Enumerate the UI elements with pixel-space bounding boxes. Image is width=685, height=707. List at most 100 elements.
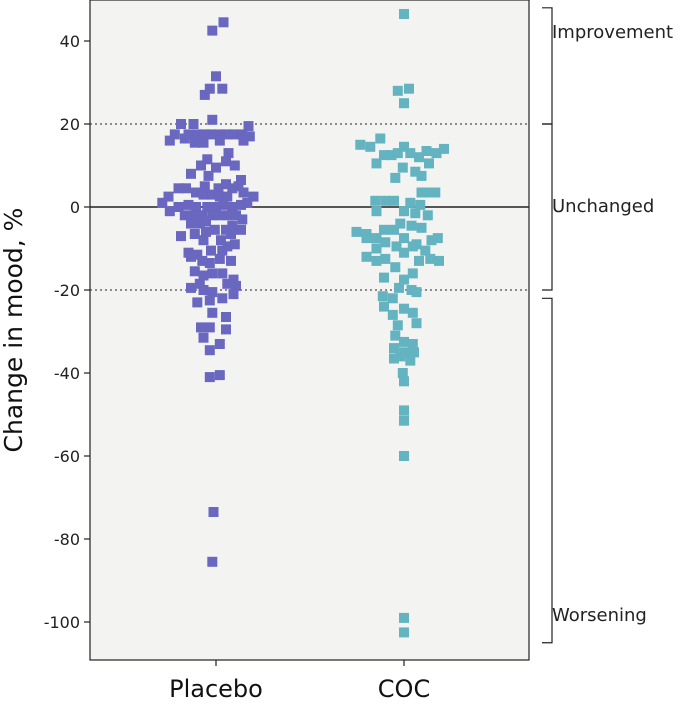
data-point-coc [379, 150, 389, 161]
data-point-coc [411, 239, 422, 250]
plot-area [89, 0, 530, 661]
data-point-coc [397, 368, 408, 378]
data-point-placebo [199, 89, 210, 100]
data-point-placebo [198, 270, 209, 281]
data-point-coc [399, 376, 409, 387]
data-point-placebo [176, 231, 186, 242]
data-point-coc [392, 320, 403, 331]
data-point-coc [394, 282, 404, 293]
y-axis: 40 20 0 -20 -40 -60 -80 -100 [44, 32, 90, 632]
data-point-placebo [207, 114, 218, 125]
data-point-placebo [211, 162, 221, 173]
data-point-placebo [157, 197, 168, 208]
data-point-coc [414, 152, 424, 163]
data-point-placebo [208, 507, 219, 517]
data-point-placebo [203, 170, 214, 181]
data-point-placebo [164, 135, 175, 146]
data-point-placebo [204, 258, 215, 268]
data-point-placebo [236, 199, 246, 210]
data-point-coc [414, 255, 424, 266]
data-point-placebo [244, 131, 255, 142]
data-point-placebo [222, 129, 233, 140]
data-point-placebo [217, 245, 228, 256]
data-point-coc [399, 141, 409, 152]
data-point-placebo [197, 255, 208, 266]
data-point-coc [395, 351, 406, 362]
data-point-placebo [213, 183, 224, 194]
data-point-placebo [217, 293, 228, 304]
data-point-placebo [189, 137, 200, 148]
data-point-coc [390, 172, 401, 183]
data-point-coc [410, 208, 421, 219]
data-point-placebo [237, 214, 248, 225]
data-point-placebo [169, 129, 180, 140]
data-point-placebo [207, 268, 218, 279]
data-point-placebo [192, 249, 203, 260]
data-point-placebo [198, 137, 209, 148]
data-point-coc [351, 226, 362, 237]
data-point-coc [371, 243, 382, 254]
band-bracket-improvement [542, 7, 553, 125]
data-point-placebo [204, 322, 215, 333]
data-point-coc [405, 148, 416, 159]
data-point-placebo [218, 199, 229, 210]
data-point-placebo [194, 218, 205, 229]
data-point-placebo [202, 154, 213, 165]
data-point-coc [397, 162, 408, 173]
data-point-coc [377, 291, 388, 302]
band-label-unchanged: Unchanged [552, 196, 654, 217]
data-point-placebo [202, 202, 213, 212]
data-point-placebo [243, 121, 254, 132]
data-point-coc [407, 307, 418, 318]
data-point-placebo [228, 129, 239, 140]
data-point-placebo [237, 129, 248, 140]
data-point-coc [421, 146, 432, 156]
data-point-placebo [227, 183, 238, 194]
data-point-coc [390, 262, 401, 273]
data-point-placebo [204, 83, 215, 94]
data-point-placebo [226, 229, 236, 239]
x-category-label-coc: COC [378, 675, 430, 703]
data-point-coc [422, 210, 433, 221]
data-point-coc [371, 233, 382, 244]
data-point-coc [431, 148, 442, 159]
data-point-placebo [221, 312, 231, 322]
data-point-placebo [228, 274, 239, 285]
data-point-coc [404, 83, 414, 94]
data-point-coc [399, 303, 409, 314]
band-bracket-unchanged [542, 123, 553, 291]
data-point-placebo [229, 160, 240, 171]
x-axis: Placebo COC [169, 660, 430, 703]
y-tick-label: 40 [60, 32, 80, 51]
data-point-placebo [216, 235, 226, 246]
x-category-label-placebo: Placebo [169, 675, 263, 703]
data-point-placebo [188, 119, 199, 129]
band-brackets: Improvement Unchanged Worsening [542, 7, 673, 644]
data-point-coc [371, 206, 382, 217]
data-point-placebo [201, 226, 211, 237]
data-point-placebo [179, 210, 190, 221]
data-point-coc [379, 224, 389, 235]
data-point-placebo [201, 216, 211, 227]
data-point-placebo [173, 202, 184, 212]
data-point-placebo [231, 280, 241, 291]
data-point-coc [392, 148, 403, 159]
data-point-coc [399, 98, 409, 109]
data-point-placebo [207, 189, 218, 200]
data-point-coc [375, 133, 386, 144]
data-point-coc [371, 255, 382, 266]
data-point-placebo [186, 168, 196, 179]
data-point-placebo [222, 278, 233, 289]
data-point-coc [434, 255, 444, 266]
data-point-placebo [223, 210, 234, 221]
data-point-coc [391, 241, 402, 252]
data-point-coc [405, 197, 416, 208]
data-point-coc [407, 268, 418, 279]
data-point-placebo [199, 129, 210, 140]
data-point-placebo [217, 268, 228, 279]
data-point-coc [407, 339, 418, 349]
data-point-placebo [214, 210, 225, 221]
data-points [157, 9, 449, 638]
y-tick-label: -40 [54, 364, 80, 383]
data-point-placebo [238, 135, 249, 146]
